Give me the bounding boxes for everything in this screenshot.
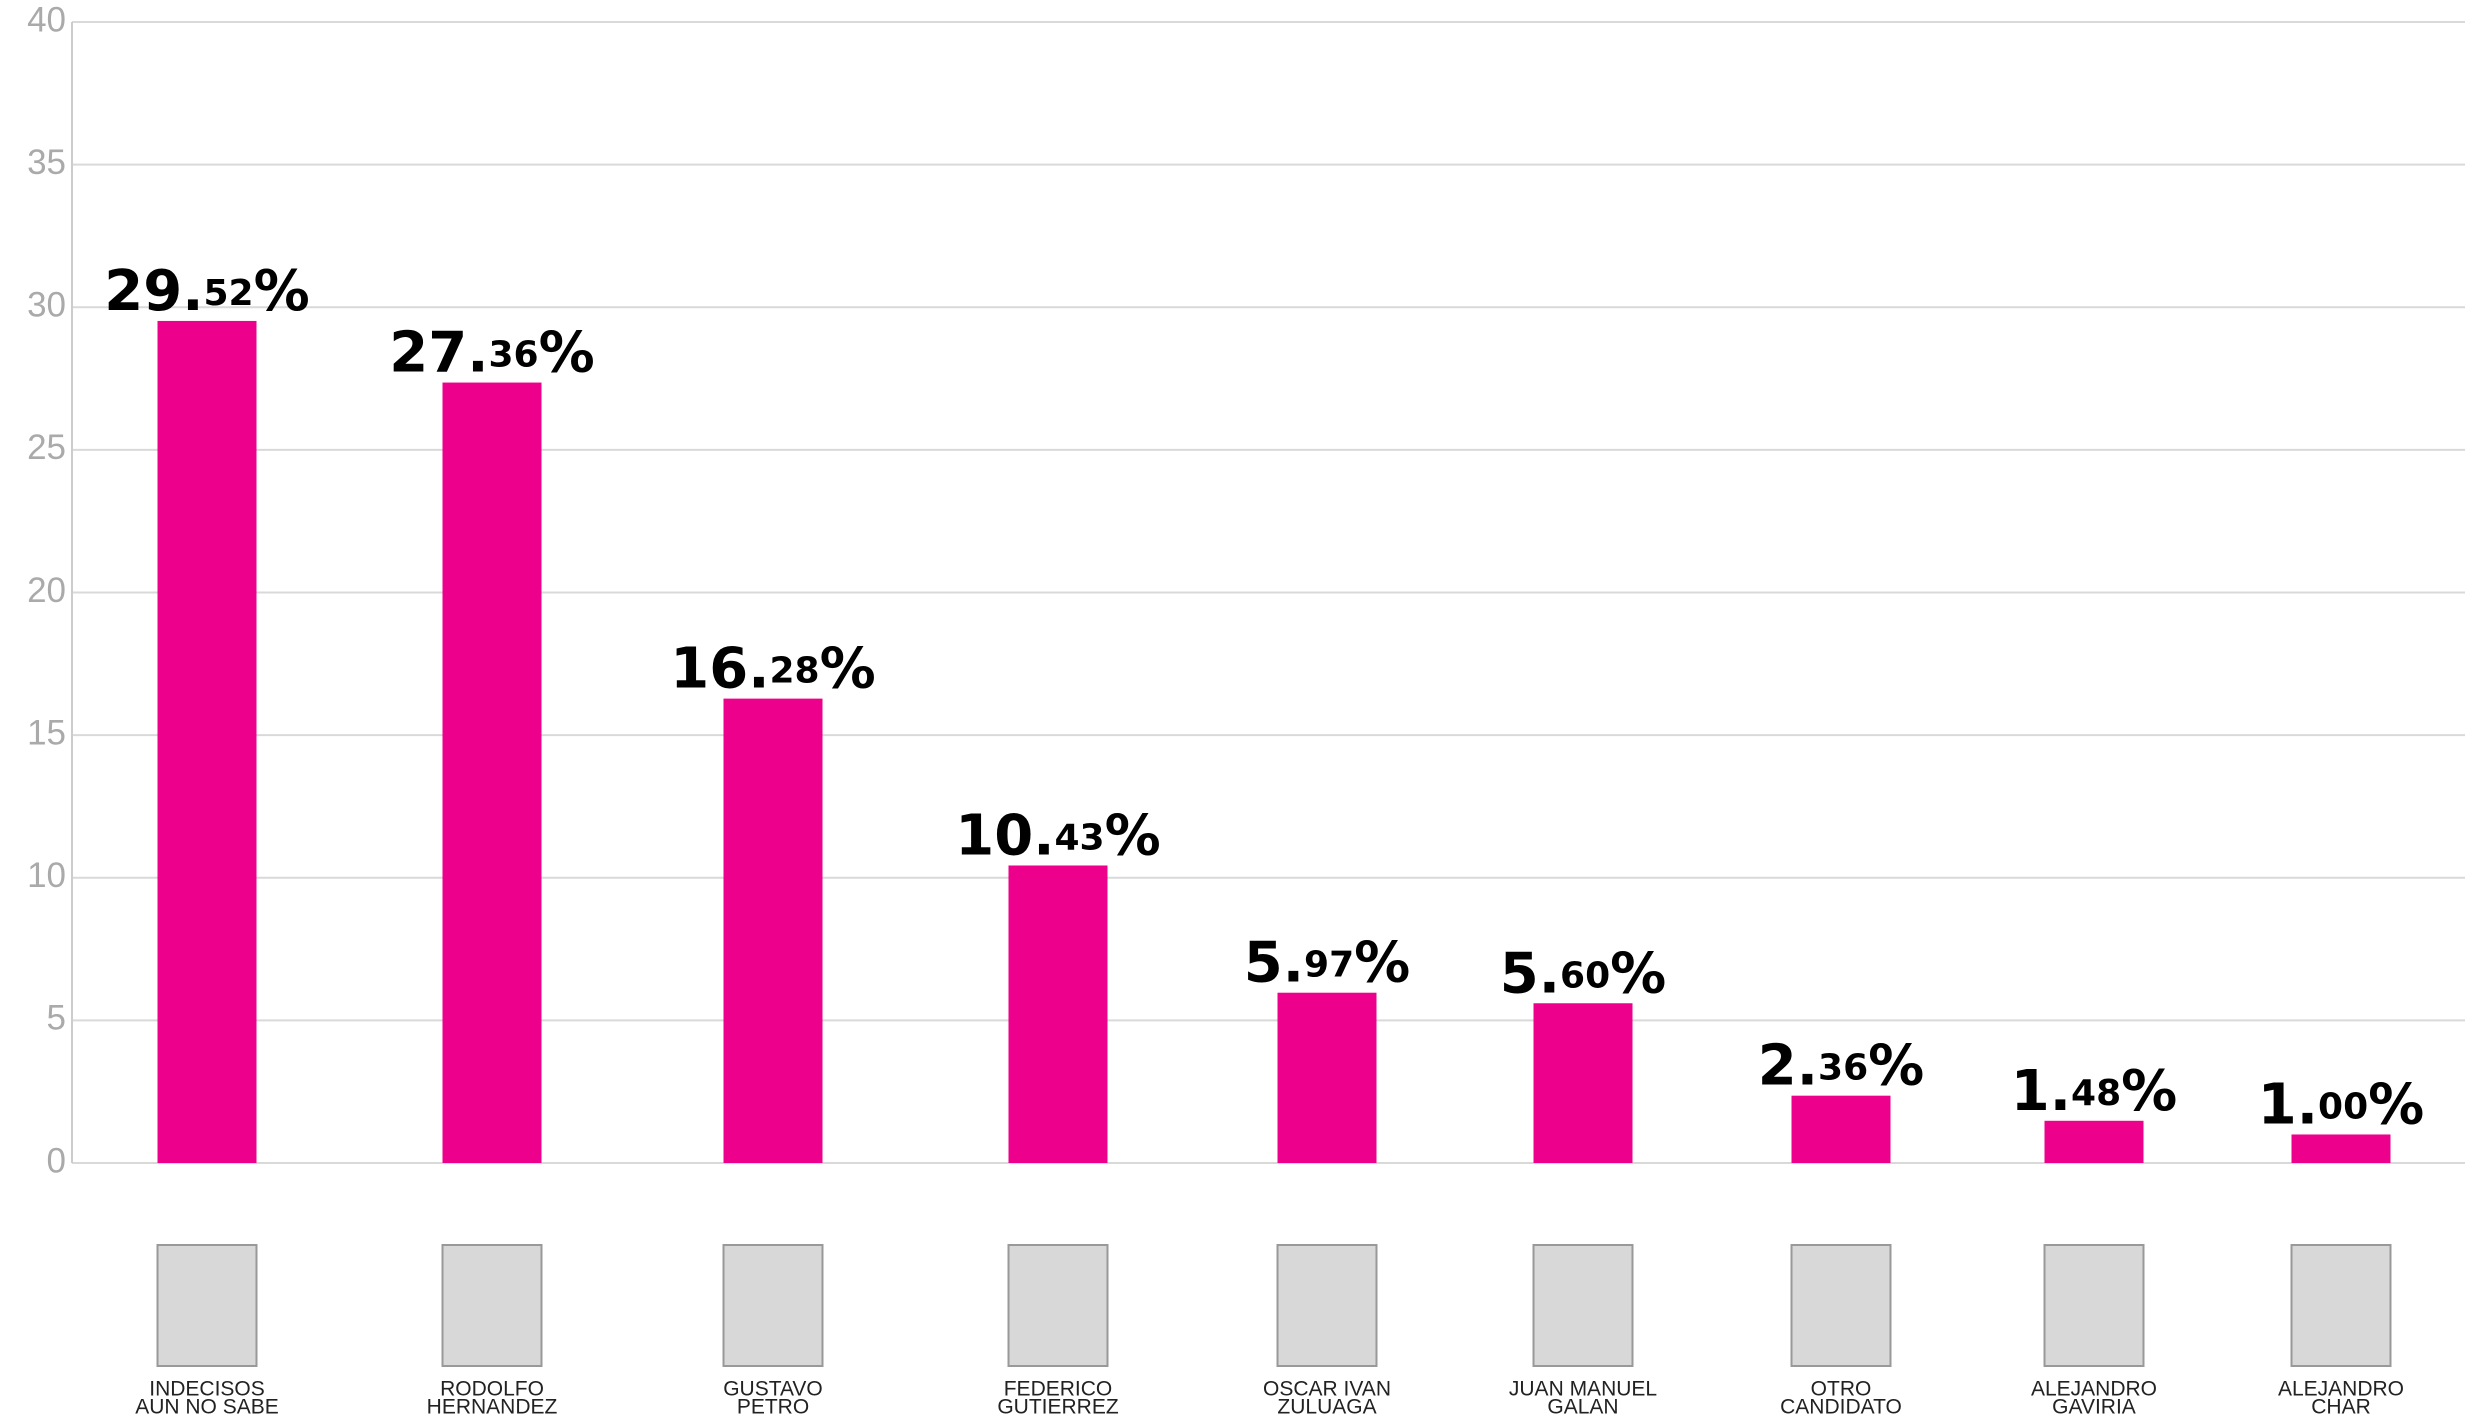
candidate-photo (1790, 1244, 1892, 1367)
value-label: 16.28% (670, 637, 875, 702)
y-tick-label: 40 (27, 0, 66, 39)
y-tick-label: 25 (27, 428, 66, 467)
value-label: 10.43% (955, 804, 1160, 869)
value-label: 1.00% (2258, 1073, 2424, 1138)
value-label: 1.48% (2011, 1059, 2177, 1124)
value-label: 5.97% (1244, 931, 1410, 996)
candidate-photo (441, 1244, 543, 1367)
candidate-photo (1007, 1244, 1109, 1367)
y-tick-label: 15 (27, 713, 66, 752)
x-tick-label: ALEJANDRO (2278, 1378, 2404, 1401)
bar (157, 320, 257, 1163)
x-tick-label: CANDIDATO (1780, 1396, 1902, 1419)
candidate-photo (1532, 1244, 1634, 1367)
bar (1533, 1003, 1633, 1163)
y-tick-label: 35 (27, 143, 66, 182)
bar (1277, 992, 1377, 1163)
candidate-photo (1276, 1244, 1378, 1367)
value-label: 27.36% (389, 321, 594, 386)
y-tick-label: 10 (27, 856, 66, 895)
x-tick-label: OSCAR IVAN (1263, 1378, 1391, 1401)
x-tick-label: GUTIERREZ (997, 1396, 1119, 1419)
value-label: 5.60% (1500, 941, 1666, 1006)
bar (2291, 1134, 2391, 1163)
x-tick-label: OTRO (1811, 1378, 1872, 1401)
candidate-photo (2043, 1244, 2145, 1367)
bar (723, 698, 823, 1163)
bar (1008, 865, 1108, 1163)
x-tick-label: ALEJANDRO (2031, 1378, 2157, 1401)
x-tick-label: GALAN (1547, 1396, 1618, 1419)
y-tick-label: 5 (47, 999, 66, 1038)
y-tick-label: 30 (27, 286, 66, 325)
bar (1791, 1095, 1891, 1163)
bar (2044, 1120, 2144, 1163)
y-tick-label: 0 (47, 1141, 66, 1180)
x-tick-label: INDECISOS (149, 1378, 265, 1401)
x-tick-label: JUAN MANUEL (1509, 1378, 1657, 1401)
x-tick-label: FEDERICO (1004, 1378, 1113, 1401)
value-label: 2.36% (1758, 1034, 1924, 1099)
y-tick-label: 20 (27, 571, 66, 610)
value-label: 29.52% (104, 259, 309, 324)
candidate-photo (722, 1244, 824, 1367)
x-tick-label: CHAR (2311, 1396, 2371, 1419)
x-tick-label: PETRO (737, 1396, 809, 1419)
candidate-photo (2290, 1244, 2392, 1367)
bar (442, 382, 542, 1163)
x-tick-label: AUN NO SABE (135, 1396, 279, 1419)
candidate-photo (156, 1244, 258, 1367)
x-tick-label: GAVIRIA (2052, 1396, 2136, 1419)
x-tick-label: ZULUAGA (1277, 1396, 1376, 1419)
x-tick-label: HERNANDEZ (427, 1396, 558, 1419)
x-tick-label: RODOLFO (440, 1378, 544, 1401)
x-tick-label: GUSTAVO (723, 1378, 823, 1401)
